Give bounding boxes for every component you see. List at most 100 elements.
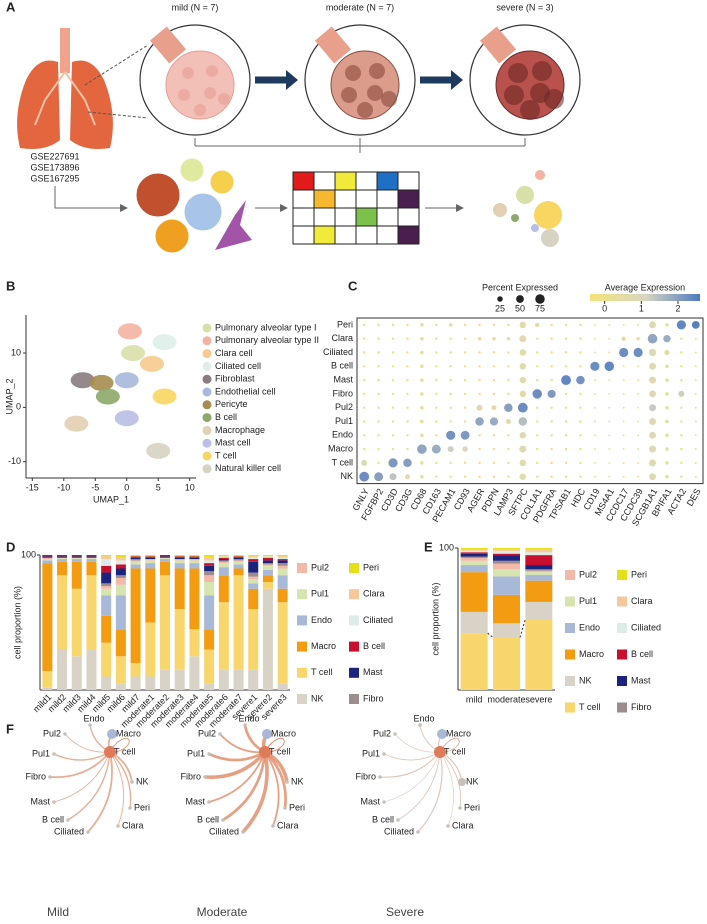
row-label: NK: [340, 471, 353, 481]
node-label: Mast: [30, 796, 50, 806]
dot: [492, 378, 496, 382]
bar-segment: [101, 555, 112, 557]
dot: [478, 323, 481, 327]
legend-label: Ciliated cell: [215, 361, 261, 371]
dot: [665, 461, 669, 465]
bar-segment: [160, 561, 170, 576]
bar-segment: [71, 561, 82, 589]
bar-segment: [145, 557, 156, 560]
network-title: Mild: [47, 905, 69, 919]
dot: [665, 433, 669, 438]
self-loop: [112, 737, 130, 753]
bar-segment: [493, 549, 520, 551]
dot: [435, 475, 438, 478]
node-label: Clara: [277, 820, 299, 830]
dot: [647, 333, 658, 344]
bar-segment: [218, 575, 229, 603]
dot: [475, 417, 484, 426]
node-label: Pul2: [373, 728, 391, 738]
dot: [664, 350, 670, 355]
dot: [535, 406, 539, 409]
dot: [649, 404, 657, 412]
bar-segment: [101, 556, 112, 560]
row-label: B cell: [331, 361, 353, 371]
cluster: [70, 372, 95, 389]
size-key-label: 50: [515, 303, 525, 313]
bar-segment: [101, 583, 112, 587]
bronchiole: [314, 26, 352, 64]
dot: [535, 461, 539, 465]
dot: [535, 475, 539, 478]
dot: [362, 365, 366, 368]
bar-segment: [130, 560, 141, 562]
dot: [518, 417, 528, 426]
cell: [179, 157, 205, 183]
edge: [53, 751, 111, 761]
legend-label: Macro: [579, 649, 604, 659]
legend-swatch: [202, 349, 212, 359]
dot: [637, 379, 640, 382]
cell: [135, 172, 181, 218]
x-tick-label: -15: [26, 482, 39, 492]
node: [218, 732, 222, 736]
bar-segment: [248, 556, 259, 558]
x-tick-label: severe: [525, 694, 552, 704]
dot: [665, 323, 669, 327]
dot: [478, 475, 481, 478]
edge: [222, 751, 267, 822]
dot: [694, 351, 697, 354]
alveolus: [504, 85, 524, 105]
node-label: Mast: [360, 796, 380, 806]
node-label: Endo: [413, 713, 434, 723]
bar-segment: [101, 559, 112, 566]
bar-segment: [57, 561, 68, 576]
dot: [362, 420, 366, 423]
bar-segment: [233, 560, 244, 562]
row-label: Ciliated: [323, 347, 353, 357]
legend-label: Macrophage: [215, 425, 265, 435]
dot: [463, 351, 467, 354]
dot: [391, 337, 395, 340]
node: [285, 780, 289, 784]
bar-segment: [115, 656, 126, 684]
cell: [209, 169, 235, 195]
dot: [478, 378, 481, 382]
dot: [550, 461, 553, 465]
legend-label: Clara: [631, 596, 653, 606]
dot: [492, 351, 496, 354]
dot: [361, 459, 368, 466]
legend-label: Fibroblast: [215, 374, 255, 384]
node-label: Macro: [271, 728, 296, 738]
dot: [420, 419, 424, 424]
dot: [420, 336, 424, 341]
dot: [680, 420, 683, 423]
bar-segment: [101, 572, 112, 584]
dot: [492, 461, 496, 465]
bar-segment: [262, 556, 273, 558]
legend-swatch: [297, 589, 307, 600]
dot: [449, 351, 452, 354]
node-label: Pul1: [362, 748, 380, 758]
dot: [406, 447, 409, 451]
bar-segment: [525, 574, 553, 581]
dot: [633, 347, 643, 358]
bar-segment: [525, 548, 553, 550]
edge: [397, 751, 441, 821]
dot: [665, 474, 669, 479]
legend-swatch: [202, 374, 212, 384]
node: [396, 818, 400, 822]
bar-segment: [204, 582, 215, 596]
dot: [694, 337, 697, 340]
gene-label: DES: [685, 487, 703, 508]
dot: [680, 461, 683, 465]
bar-segment: [71, 557, 82, 560]
dot: [564, 475, 568, 478]
bar-segment: [248, 557, 259, 560]
dot: [604, 361, 615, 372]
node: [241, 830, 245, 834]
legend-swatch: [349, 563, 359, 573]
cluster: [114, 410, 139, 427]
dot: [649, 473, 657, 481]
dot: [579, 392, 582, 396]
dot: [391, 420, 395, 423]
